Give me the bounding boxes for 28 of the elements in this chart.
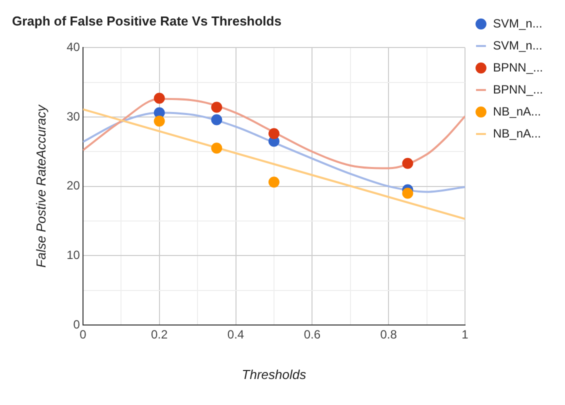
legend-label: SVM_n... bbox=[492, 16, 542, 30]
legend-label: NB_nA... bbox=[492, 104, 542, 118]
y-tick-label: 30 bbox=[66, 109, 80, 124]
x-tick-label: 0.4 bbox=[227, 328, 244, 342]
point bbox=[211, 102, 222, 113]
point bbox=[268, 128, 280, 140]
y-tick-label: 40 bbox=[66, 40, 80, 54]
x-tick-label: 1 bbox=[462, 328, 469, 342]
y-tick-label: 10 bbox=[66, 248, 80, 262]
x-axis-title: Thresholds bbox=[242, 366, 307, 382]
point bbox=[211, 142, 222, 154]
legend-label: BPNN_... bbox=[492, 60, 543, 74]
chart-title: Graph of False Positive Rate Vs Thresholds bbox=[12, 13, 282, 28]
legend-label: BPNN_... bbox=[492, 82, 543, 96]
y-axis-title: False Postive RateAccuracy bbox=[33, 104, 48, 268]
x-tick-label: 0.2 bbox=[151, 328, 168, 342]
legend-label: SVM_n... bbox=[492, 38, 542, 52]
point bbox=[402, 158, 414, 169]
y-tick-label: 20 bbox=[66, 178, 80, 193]
point bbox=[211, 114, 222, 126]
point bbox=[268, 176, 280, 188]
y-tick-label: 0 bbox=[73, 317, 80, 332]
point bbox=[154, 116, 165, 127]
x-tick-label: 0.8 bbox=[380, 328, 398, 342]
x-tick-label: 0.6 bbox=[304, 328, 321, 342]
point bbox=[402, 188, 414, 199]
point bbox=[154, 92, 165, 104]
legend-label: NB_nA... bbox=[492, 126, 542, 140]
